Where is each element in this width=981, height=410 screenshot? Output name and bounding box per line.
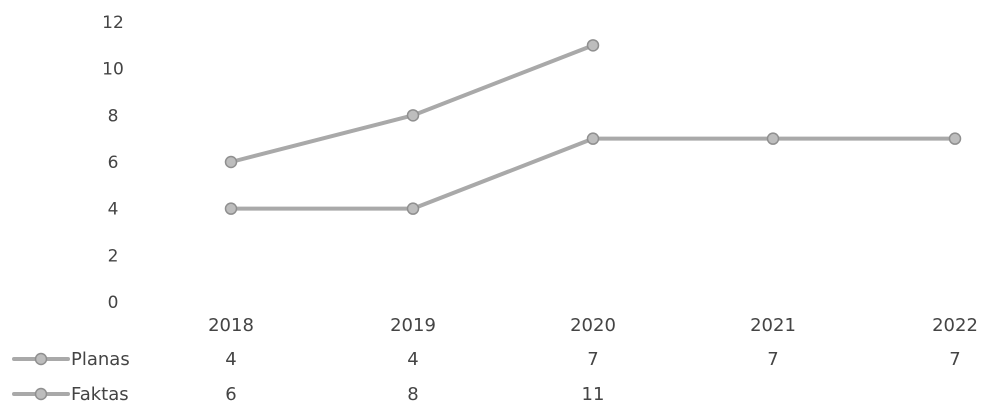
x-category-label: 2022 bbox=[932, 315, 978, 336]
data-table-cell: 4 bbox=[225, 349, 236, 370]
data-table-cell: 8 bbox=[407, 384, 418, 405]
legend-key-faktas bbox=[12, 387, 70, 401]
data-point-faktas bbox=[586, 39, 600, 52]
y-tick-label: 12 bbox=[102, 13, 124, 33]
x-category-label: 2019 bbox=[390, 315, 436, 336]
data-table-cell: 7 bbox=[587, 349, 598, 370]
data-table: Planas 4 4 7 7 7 Faktas 6 8 11 bbox=[12, 349, 961, 405]
x-category-label: 2018 bbox=[208, 315, 254, 336]
y-tick-label: 2 bbox=[108, 246, 119, 266]
series-line-planas bbox=[229, 136, 957, 211]
data-table-cell: 11 bbox=[582, 384, 605, 405]
y-axis: 0 2 4 6 8 10 12 bbox=[102, 13, 124, 313]
data-point-planas bbox=[766, 132, 780, 145]
data-point-planas bbox=[406, 202, 420, 215]
x-axis: 2018 2019 2020 2021 2022 bbox=[208, 315, 978, 336]
data-table-cell: 7 bbox=[949, 349, 960, 370]
data-point-planas bbox=[586, 132, 600, 145]
y-tick-label: 4 bbox=[108, 200, 119, 220]
data-point-faktas bbox=[406, 109, 420, 122]
data-point-planas bbox=[948, 132, 962, 145]
data-table-cell: 7 bbox=[767, 349, 778, 370]
y-tick-label: 6 bbox=[108, 153, 119, 173]
series-line-faktas bbox=[229, 43, 595, 164]
series-points bbox=[224, 39, 962, 215]
data-table-cell: 4 bbox=[407, 349, 418, 370]
data-table-cell: 6 bbox=[225, 384, 236, 405]
y-tick-label: 0 bbox=[108, 293, 119, 313]
x-category-label: 2021 bbox=[750, 315, 796, 336]
series-lines bbox=[229, 43, 957, 211]
data-point-planas bbox=[224, 202, 238, 215]
y-tick-label: 10 bbox=[102, 60, 124, 80]
legend-label: Planas bbox=[71, 349, 130, 370]
data-point-faktas bbox=[224, 155, 238, 169]
y-tick-label: 8 bbox=[108, 106, 119, 126]
x-category-label: 2020 bbox=[570, 315, 616, 336]
legend-label: Faktas bbox=[71, 384, 129, 405]
legend-key-planas bbox=[12, 352, 70, 366]
